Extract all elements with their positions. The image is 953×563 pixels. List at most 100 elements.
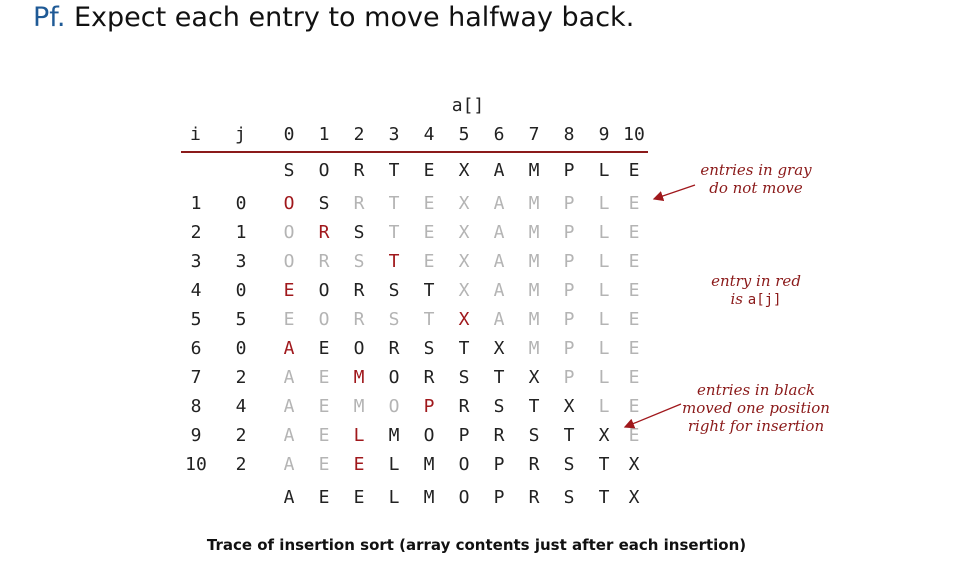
annotation-gray-line1: entries in gray (700, 161, 812, 179)
unmoved-entry: E (628, 280, 640, 301)
row-i-value: 9 (190, 425, 202, 446)
moved-entry: T (528, 396, 540, 417)
moved-entry: M (388, 425, 400, 446)
unmoved-entry: L (598, 222, 610, 243)
unmoved-entry: E (628, 367, 640, 388)
header-j: j (235, 124, 246, 145)
unmoved-entry: E (628, 396, 640, 417)
initial-cell: T (388, 160, 400, 181)
unmoved-entry: E (423, 251, 435, 272)
row-j-value: 5 (235, 309, 247, 330)
unmoved-entry: E (318, 367, 330, 388)
index-header: 8 (563, 124, 575, 145)
moved-entry: X (628, 454, 640, 475)
unmoved-entry: P (563, 251, 575, 272)
inserted-entry: E (353, 454, 365, 475)
unmoved-entry: E (423, 193, 435, 214)
index-header: 2 (353, 124, 365, 145)
inserted-entry: R (318, 222, 330, 243)
unmoved-entry: P (563, 367, 575, 388)
inserted-entry: O (283, 193, 295, 214)
slide-headline: Pf. Expect each entry to move halfway ba… (33, 2, 634, 33)
row-i-value: 7 (190, 367, 202, 388)
moved-entry: R (528, 454, 540, 475)
moved-entry: R (458, 396, 470, 417)
unmoved-entry: T (388, 193, 400, 214)
gray-annotation-arrow (652, 184, 696, 201)
index-header: 9 (598, 124, 610, 145)
unmoved-entry: A (283, 425, 295, 446)
moved-entry: X (528, 367, 540, 388)
moved-entry: P (493, 454, 505, 475)
moved-entry: L (388, 454, 400, 475)
initial-cell: S (283, 160, 295, 181)
initial-cell: L (598, 160, 610, 181)
unmoved-entry: A (283, 454, 295, 475)
initial-cell: R (353, 160, 365, 181)
initial-cell: X (458, 160, 470, 181)
moved-entry: T (598, 454, 610, 475)
inserted-entry: L (353, 425, 365, 446)
headline-text: Expect each entry to move halfway back. (74, 2, 635, 33)
final-cell: L (388, 487, 400, 508)
final-cell: S (563, 487, 575, 508)
row-i-value: 4 (190, 280, 202, 301)
moved-entry: O (353, 338, 365, 359)
unmoved-entry: A (493, 309, 505, 330)
unmoved-entry: L (598, 251, 610, 272)
proof-prefix: Pf. (33, 2, 66, 33)
moved-entry: S (388, 280, 400, 301)
final-cell: X (628, 487, 640, 508)
unmoved-entry: P (563, 338, 575, 359)
unmoved-entry: E (628, 309, 640, 330)
moved-entry: P (458, 425, 470, 446)
row-i-value: 2 (190, 222, 202, 243)
unmoved-entry: R (353, 193, 365, 214)
unmoved-entry: A (493, 251, 505, 272)
moved-entry: O (458, 454, 470, 475)
black-annotation-arrow (623, 403, 682, 429)
annotation-red-line2: is a[j] (730, 290, 782, 308)
annotation-gray-line2: do not move (709, 179, 803, 197)
unmoved-entry: T (423, 309, 435, 330)
row-j-value: 0 (235, 193, 247, 214)
row-j-value: 2 (235, 425, 247, 446)
unmoved-entry: P (563, 222, 575, 243)
moved-entry: X (563, 396, 575, 417)
unmoved-entry: E (318, 396, 330, 417)
row-j-value: 3 (235, 251, 247, 272)
final-cell: P (493, 487, 505, 508)
unmoved-entry: E (283, 309, 295, 330)
row-j-value: 2 (235, 367, 247, 388)
unmoved-entry: S (353, 251, 365, 272)
unmoved-entry: E (318, 454, 330, 475)
row-j-value: 2 (235, 454, 247, 475)
moved-entry: T (423, 280, 435, 301)
index-header: 4 (423, 124, 435, 145)
unmoved-entry: L (598, 309, 610, 330)
moved-entry: T (563, 425, 575, 446)
index-header: 5 (458, 124, 470, 145)
unmoved-entry: E (628, 193, 640, 214)
moved-entry: R (388, 338, 400, 359)
moved-entry: T (458, 338, 470, 359)
initial-cell: E (423, 160, 435, 181)
annotation-red-line1: entry in red (711, 272, 801, 290)
unmoved-entry: M (528, 338, 540, 359)
row-i-value: 3 (190, 251, 202, 272)
initial-cell: M (528, 160, 540, 181)
unmoved-entry: M (528, 309, 540, 330)
unmoved-entry: L (598, 193, 610, 214)
final-cell: E (318, 487, 330, 508)
unmoved-entry: A (493, 280, 505, 301)
annotation-black-line2: moved one position (682, 399, 830, 417)
unmoved-entry: E (628, 251, 640, 272)
unmoved-entry: E (628, 425, 640, 446)
moved-entry: M (423, 454, 435, 475)
moved-entry: X (598, 425, 610, 446)
moved-entry: X (493, 338, 505, 359)
unmoved-entry: L (598, 396, 610, 417)
unmoved-entry: S (388, 309, 400, 330)
